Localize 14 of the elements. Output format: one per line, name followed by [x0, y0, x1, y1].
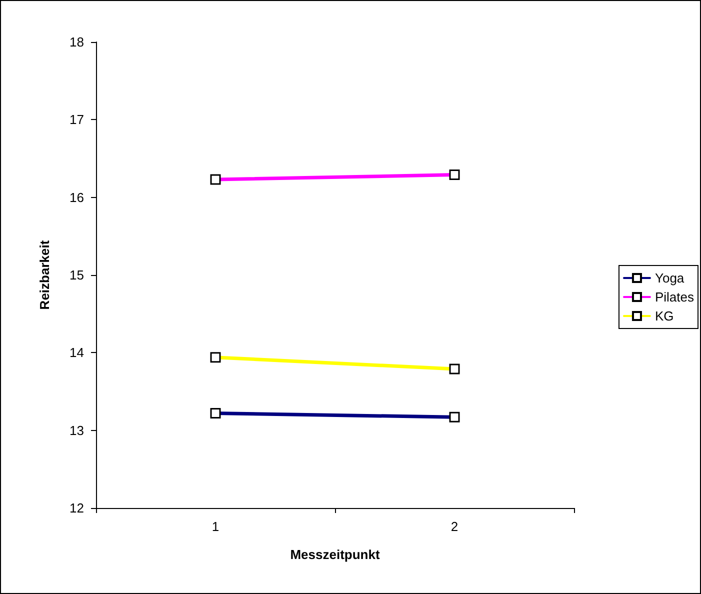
legend-label: Yoga [654, 270, 685, 286]
x-axis-title: Messzeitpunkt [290, 547, 380, 562]
y-axis-title: Reizbarkeit [37, 240, 52, 310]
y-tick-label: 18 [70, 34, 84, 50]
legend-label: Pilates [654, 290, 694, 304]
x-tick-label: 1 [212, 519, 220, 534]
y-tick-label: 17 [70, 112, 84, 128]
legend-label: KG [654, 308, 674, 324]
x-tick-label: 2 [450, 519, 458, 534]
y-tick-label: 16 [70, 190, 84, 205]
y-tick-label: 14 [70, 345, 84, 360]
y-tick-label: 12 [70, 500, 84, 516]
y-tick-label: 15 [70, 268, 84, 282]
y-tick-label: 13 [70, 422, 84, 438]
